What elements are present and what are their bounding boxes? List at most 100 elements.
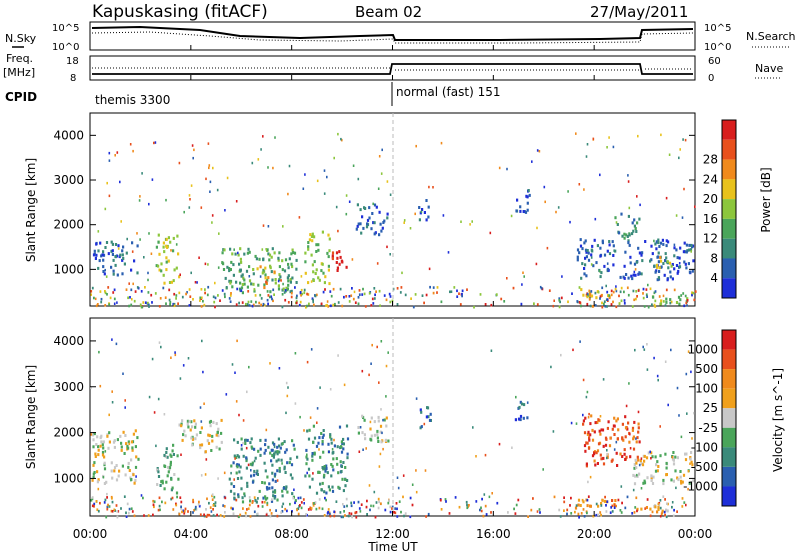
power-cell (102, 258, 105, 262)
power-colorbar-swatch (722, 199, 736, 219)
velocity-cell (110, 469, 113, 473)
velocity-cell (385, 424, 388, 428)
power-ylabel: Slant Range [km] (24, 158, 38, 262)
velocity-cell (120, 445, 123, 449)
velocity-ground-cell (538, 508, 541, 511)
velocity-noise-cell (200, 420, 203, 423)
velocity-cell (178, 423, 181, 427)
power-cell (240, 260, 243, 264)
velocity-cell (308, 485, 311, 489)
velocity-cell (274, 450, 277, 454)
power-cell (277, 256, 280, 260)
power-cell (585, 250, 588, 254)
velocity-cell (419, 426, 422, 430)
velocity-ground-cell (247, 507, 250, 510)
velocity-noise-cell (148, 395, 151, 399)
power-cell (122, 245, 125, 249)
power-ground-cell (608, 296, 611, 300)
velocity-cell (165, 480, 168, 484)
power-cell (290, 289, 293, 293)
power-ground-cell (618, 294, 620, 298)
velocity-noise-cell (234, 371, 236, 374)
power-cell (259, 265, 262, 269)
power-cell (311, 232, 314, 236)
velocity-ground-cell (394, 507, 397, 510)
velocity-cell (240, 487, 243, 491)
power-cell (679, 246, 682, 250)
velocity-cell (170, 477, 173, 481)
velocity-colorbar-swatch (722, 486, 736, 506)
velocity-cell (117, 474, 120, 478)
velocity-cell (251, 480, 255, 484)
power-ground-cell (669, 301, 672, 305)
power-cell (291, 265, 294, 269)
velocity-noise-cell (488, 495, 491, 499)
velocity-ground-cell (257, 504, 260, 508)
power-ground-cell (312, 298, 314, 302)
power-cell (368, 216, 371, 220)
velocity-cell (245, 456, 248, 460)
velocity-ground-cell (605, 510, 608, 513)
power-cell (418, 206, 421, 209)
velocity-noise-cell (686, 412, 688, 415)
velocity-noise-cell (511, 446, 513, 449)
power-noise-cell (678, 156, 680, 160)
power-ground-cell (250, 300, 253, 303)
velocity-cell (336, 445, 339, 449)
velocity-ground-cell (171, 496, 174, 500)
velocity-noise-cell (615, 504, 617, 508)
velocity-ground-cell (440, 508, 443, 511)
velocity-noise-cell (690, 370, 692, 374)
velocity-noise-cell (318, 448, 320, 451)
power-cell (274, 281, 277, 285)
power-ground-cell (165, 302, 167, 305)
power-cell (587, 251, 590, 255)
power-ground-cell (104, 291, 107, 295)
velocity-cell (317, 441, 320, 445)
power-cell (323, 281, 326, 285)
power-ground-cell (618, 302, 621, 305)
velocity-ground-cell (289, 502, 291, 506)
velocity-noise-cell (582, 378, 585, 382)
power-cell (665, 300, 668, 304)
velocity-cell (170, 488, 173, 492)
velocity-ground-cell (214, 501, 217, 504)
velocity-cell (342, 442, 345, 446)
power-ground-cell (637, 289, 640, 292)
power-noise-cell (653, 239, 655, 243)
power-ground-cell (298, 303, 301, 307)
velocity-cell (602, 444, 605, 448)
power-cell (335, 261, 338, 264)
power-cell (278, 273, 281, 277)
power-ground-cell (324, 288, 326, 291)
velocity-cell (321, 440, 324, 443)
power-noise-cell (262, 135, 264, 138)
velocity-cell (284, 471, 287, 474)
power-cell (162, 241, 165, 245)
power-ground-cell (262, 302, 265, 306)
power-cell (270, 270, 273, 274)
power-noise-cell (585, 155, 588, 158)
power-ground-cell (396, 303, 399, 306)
velocity-cell (286, 461, 289, 465)
velocity-noise-cell (235, 400, 238, 403)
power-cell (112, 269, 115, 273)
power-noise-cell (543, 185, 546, 189)
power-cell (157, 264, 160, 268)
velocity-noise-cell (281, 505, 283, 508)
velocity-ground-cell (587, 495, 590, 498)
power-ground-cell (461, 292, 463, 296)
velocity-noise-cell (475, 455, 477, 458)
velocity-ground-cell (212, 504, 215, 507)
velocity-cell (666, 509, 669, 513)
velocity-noise-cell (579, 340, 581, 343)
power-ground-cell (614, 287, 617, 291)
velocity-noise-cell (153, 411, 156, 414)
velocity-ground-cell (481, 497, 483, 501)
power-ground-cell (449, 290, 451, 294)
power-cell (222, 248, 225, 252)
velocity-noise-cell (306, 471, 308, 475)
velocity-cell (600, 502, 603, 505)
velocity-ground-cell (333, 510, 336, 514)
